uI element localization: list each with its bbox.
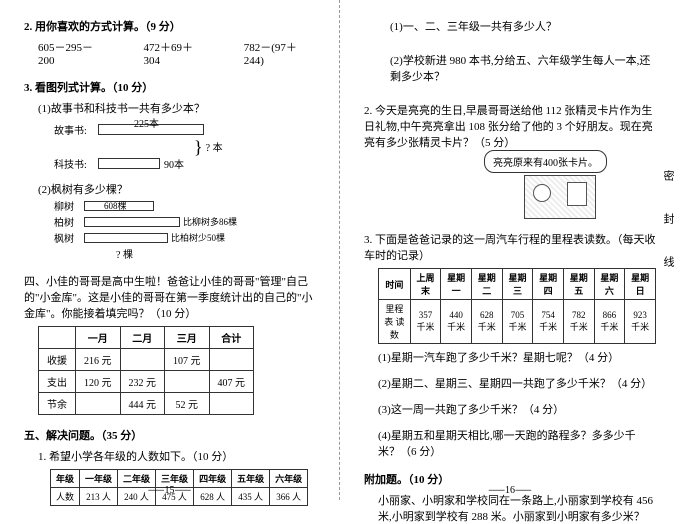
right-page: (1)一、二、三年级一共有多少人？ (2)学校新进 980 本书,分给五、六年级… <box>340 0 680 500</box>
q3-p2-label: (2)枫树有多少棵？ <box>38 181 315 197</box>
page-number: ⸺16⸺ <box>488 481 532 496</box>
q5-1b: (2)学校新进 980 本书,分给五、六年级学生每人一本,还剩多少本？ <box>390 52 656 84</box>
bonus-text: 小丽家、小明家和学校同在一条路上,小丽家到学校有 456 米,小明家到学校有 2… <box>378 492 656 524</box>
table-row: 节余444 元52 元 <box>39 393 254 415</box>
q5-p1-label: 1. 希望小学各年级的人数如下。（10 分） <box>38 448 315 464</box>
tech-bar <box>98 158 160 169</box>
q5-3-sub1: (1)星期一汽车跑了多少千米？星期七呢？（4 分） <box>378 349 656 365</box>
q5-3-sub4: (4)星期五和星期天相比,哪一天跑的路程多？多多少千米？（6 分） <box>378 427 656 459</box>
q2-items: 605－295－200 472＋69＋304 782－(97＋244) <box>38 39 315 67</box>
q3-title: 3. 看图列式计算。（10 分） <box>24 79 315 95</box>
table-row: 里程表 读数357 千米440 千米628 千米705 千米754 千米782 … <box>379 300 656 344</box>
side-marks: 密封线 <box>660 170 676 299</box>
bonus: 附加题。（10 分） 小丽家、小明家和学校同在一条路上,小丽家到学校有 456 … <box>364 471 656 524</box>
q5-title: 五、解决问题。（35 分） <box>24 427 315 443</box>
q5-3-sub3: (3)这一周一共跑了多少千米？（4 分） <box>378 401 656 417</box>
q5-3-sub2: (2)星期二、星期三、星期四一共跑了多少千米？（4 分） <box>378 375 656 391</box>
q5-2-title: 2. 今天是亮亮的生日,早晨哥哥送给他 112 张精灵卡片作为生日礼物,中午亮亮… <box>364 102 656 150</box>
cartoon-image <box>524 175 596 219</box>
table-row: 时间上周末星期一星期二星期三星期四星期五星期六星期日 <box>379 269 656 300</box>
speech-bubble: 亮亮原来有400张卡片。 <box>484 150 607 173</box>
calc-item: 472＋69＋304 <box>144 39 208 67</box>
q2: 2. 用你喜欢的方式计算。（9 分） 605－295－200 472＋69＋30… <box>24 18 315 67</box>
q2-title: 2. 用你喜欢的方式计算。（9 分） <box>24 18 315 34</box>
q5-3-table: 时间上周末星期一星期二星期三星期四星期五星期六星期日 里程表 读数357 千米4… <box>378 268 656 344</box>
brace-icon: } <box>194 142 203 152</box>
q4-table: 一月二月三月合计 收援216 元107 元 支出120 元232 元407 元 … <box>38 326 254 415</box>
q3-p2-diagram: 柳树608棵 柏树比柳树多86棵 枫树比柏树少50棵 ? 棵 <box>54 198 315 261</box>
calc-item: 605－295－200 <box>38 39 108 67</box>
q3-p1-label: (1)故事书和科技书一共有多少本？ <box>38 100 315 116</box>
q5-1a: (1)一、二、三年级一共有多少人？ <box>390 18 656 34</box>
q5-3-title: 3. 下面是爸爸记录的这一周汽车行程的里程表读数。（每天收车时的记录） <box>364 231 656 263</box>
table-row: 收援216 元107 元 <box>39 349 254 371</box>
q3: 3. 看图列式计算。（10 分） (1)故事书和科技书一共有多少本？ 故事书:2… <box>24 79 315 261</box>
q3-p1-diagram: 故事书:225本 }? 本 科技书:90本 <box>54 122 315 171</box>
page-number: ⸺15⸺ <box>148 481 192 496</box>
q4-title: 四、小佳的哥哥是高中生啦！爸爸让小佳的哥哥"管理"自己的"小金库"。这是小佳的哥… <box>24 273 315 321</box>
q5-3: 3. 下面是爸爸记录的这一周汽车行程的里程表读数。（每天收车时的记录） 时间上周… <box>364 231 656 459</box>
q5-2: 2. 今天是亮亮的生日,早晨哥哥送给他 112 张精灵卡片作为生日礼物,中午亮亮… <box>364 102 656 219</box>
left-page: 2. 用你喜欢的方式计算。（9 分） 605－295－200 472＋69＋30… <box>0 0 340 500</box>
q4: 四、小佳的哥哥是高中生啦！爸爸让小佳的哥哥"管理"自己的"小金库"。这是小佳的哥… <box>24 273 315 415</box>
table-row: 一月二月三月合计 <box>39 327 254 349</box>
table-row: 支出120 元232 元407 元 <box>39 371 254 393</box>
calc-item: 782－(97＋244) <box>244 39 315 67</box>
